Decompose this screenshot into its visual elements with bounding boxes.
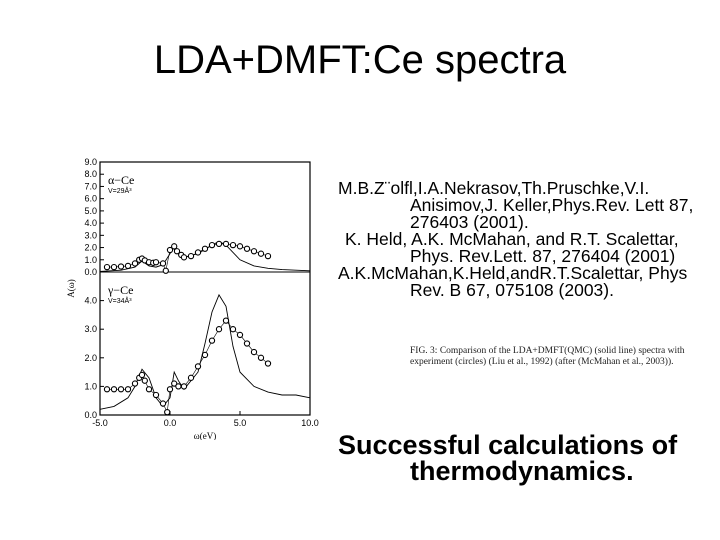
experiment-point <box>250 248 258 255</box>
experiment-point <box>264 360 272 367</box>
y-tick-label: 6.0 <box>84 194 97 204</box>
plot-frame <box>99 161 311 416</box>
experiment-point <box>201 245 209 252</box>
y-tick-label: 9.0 <box>84 157 97 167</box>
y-tick-label: 3.0 <box>84 324 97 334</box>
panel-label: α−Ce <box>108 173 134 187</box>
figure-caption: FIG. 3: Comparison of the LDA+DMFT(QMC) … <box>410 346 685 367</box>
experiment-point <box>250 348 258 356</box>
experiment-point <box>173 248 181 255</box>
experiment-point <box>229 326 237 333</box>
experiment-point <box>171 243 178 250</box>
experiment-point <box>264 252 272 260</box>
x-tick-label: 5.0 <box>234 418 247 428</box>
reference-3: A.K.McMahan,K.Held,andR.T.Scalettar, Phy… <box>338 263 688 300</box>
x-tick-label: 0.0 <box>164 418 177 428</box>
panel-sublabel: V=29Å³ <box>108 186 132 195</box>
x-tick-label: 10.0 <box>301 418 319 428</box>
experiment-point <box>201 351 209 359</box>
experiment-line <box>107 320 269 414</box>
experiment-point <box>229 241 237 249</box>
y-axis-label: A(ω) <box>66 279 76 297</box>
experiment-point <box>194 249 202 256</box>
y-tick-label: 8.0 <box>84 169 97 179</box>
experiment-point <box>110 386 118 393</box>
y-tick-label: 2.0 <box>84 353 97 363</box>
experiment-point <box>152 391 160 399</box>
experiment-point <box>159 260 167 267</box>
experiment-point <box>138 371 146 379</box>
spectra-figure: 0.0 1.0 2.0 3.0 4.0 5.0 6.0 7.0 8.0 9.0 α−CeV=29Å³… <box>66 157 319 440</box>
experiment-point <box>208 337 216 344</box>
experiment-point <box>124 262 132 270</box>
y-tick-label: 3.0 <box>84 230 97 240</box>
y-tick-label: 0.0 <box>84 267 97 277</box>
experiment-point <box>257 250 265 257</box>
experiment-point <box>187 374 195 381</box>
experiment-point <box>208 241 216 249</box>
experiment-point <box>215 326 223 333</box>
experiment-point <box>103 386 111 393</box>
experiment-point <box>131 380 139 387</box>
experiment-point <box>159 400 167 407</box>
y-tick-label: 4.0 <box>84 296 97 306</box>
experiment-point <box>187 252 195 260</box>
experiment-point <box>180 254 188 261</box>
x-axis-label: ω(eV) <box>194 431 216 440</box>
experiment-point <box>117 386 125 393</box>
experiment-point <box>166 246 174 254</box>
experiment-point <box>117 263 125 270</box>
reference-1: M.B.Z¨olfl,I.A.Nekrasov,Th.Pruschke,V.I.… <box>338 178 694 232</box>
experiment-point <box>124 386 132 393</box>
experiment-point <box>243 245 251 252</box>
summary-text: Successful calculations of thermodynamic… <box>338 430 678 486</box>
experiment-point <box>141 377 148 384</box>
panel-sublabel: V=34Å³ <box>108 296 132 305</box>
y-tick-label: 7.0 <box>84 181 97 191</box>
experiment-point <box>222 317 230 324</box>
experiment-line <box>107 243 269 272</box>
experiment-point <box>171 380 178 387</box>
experiment-point <box>236 243 244 250</box>
y-tick-label: 4.0 <box>84 218 97 228</box>
experiment-point <box>162 267 169 274</box>
experiment-point <box>194 363 202 370</box>
experiment-point <box>175 383 182 390</box>
references: M.B.Z¨olfl,I.A.Nekrasov,Th.Pruschke,V.I.… <box>338 178 713 300</box>
experiment-point <box>215 240 223 248</box>
slide-title: LDA+DMFT:Ce spectra <box>153 38 567 82</box>
experiment-point <box>236 331 244 339</box>
panel-label: γ−Ce <box>107 283 133 297</box>
y-tick-label: 0.0 <box>84 410 97 420</box>
reference-2: K. Held, A.K. McMahan, and R.T. Scaletta… <box>345 229 679 266</box>
y-tick-label: 1.0 <box>84 381 97 391</box>
y-tick-label: 1.0 <box>84 255 97 265</box>
experiment-point <box>103 263 111 271</box>
experiment-point <box>110 263 118 271</box>
experiment-point <box>257 354 265 361</box>
experiment-point <box>164 408 171 416</box>
y-tick-label: 2.0 <box>84 243 97 253</box>
experiment-point <box>222 240 230 248</box>
experiment-point <box>145 386 153 393</box>
experiment-point <box>180 383 188 390</box>
y-tick-label: 5.0 <box>84 206 97 216</box>
experiment-point <box>243 340 251 347</box>
experiment-point <box>166 386 174 393</box>
x-tick-label: -5.0 <box>92 418 108 428</box>
experiment-point <box>131 260 139 267</box>
experiment-point <box>152 259 160 266</box>
